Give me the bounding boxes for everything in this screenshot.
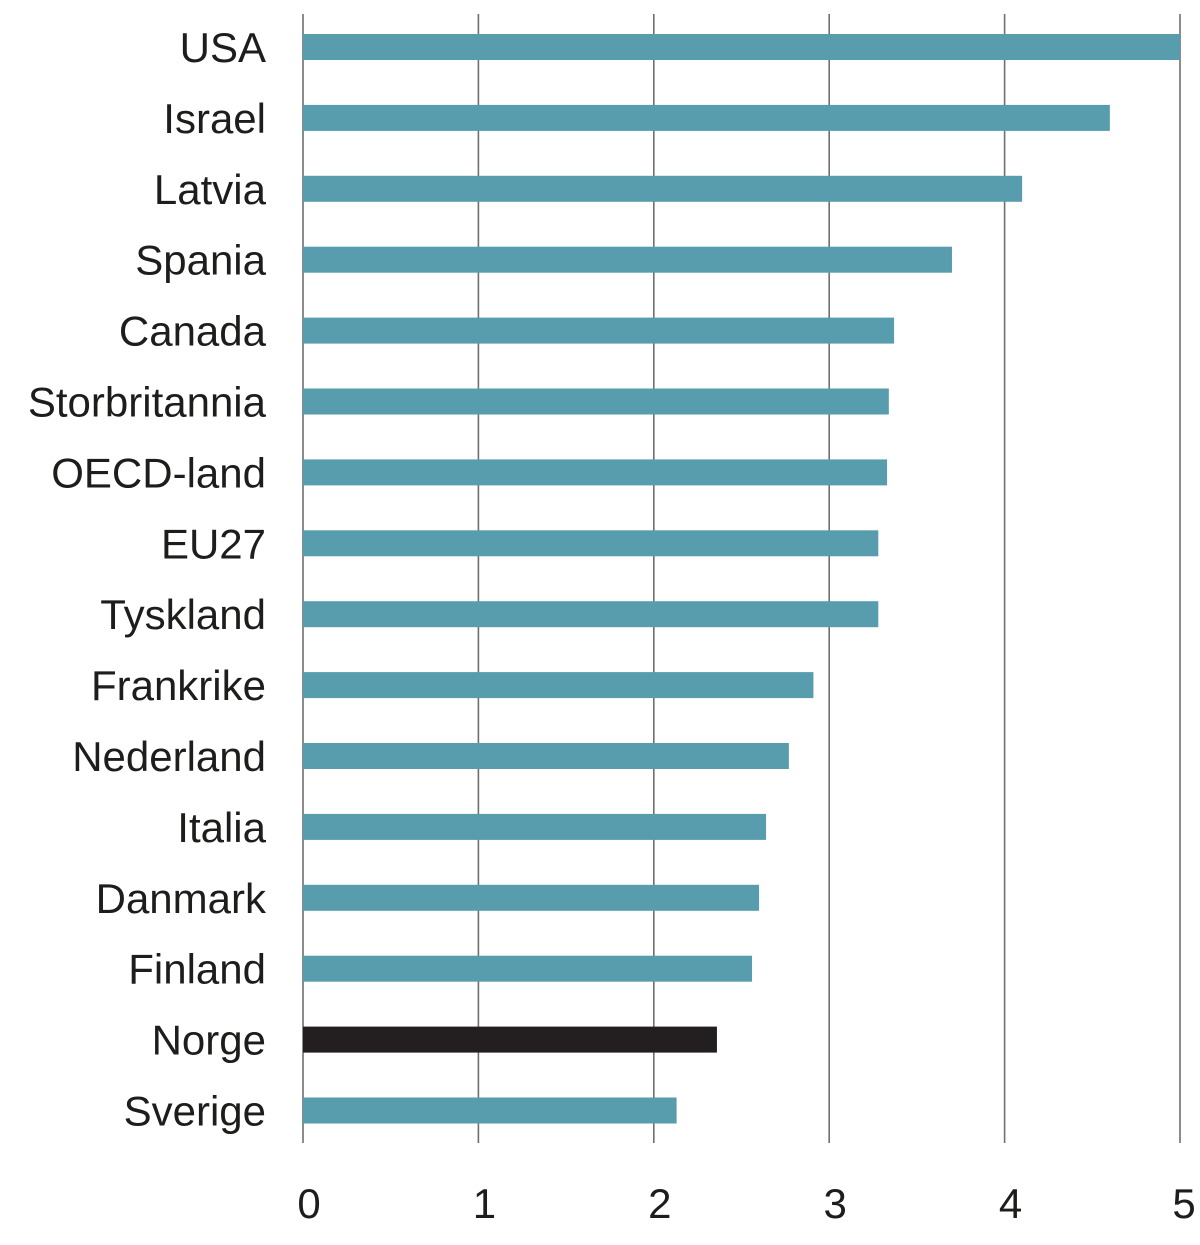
bar-usa xyxy=(303,34,1180,60)
category-label-oecd-land: OECD-land xyxy=(51,449,266,496)
x-tick-label-5: 5 xyxy=(1172,1180,1195,1227)
x-tick-label-4: 4 xyxy=(999,1180,1022,1227)
bar-canada xyxy=(303,317,895,344)
category-label-usa: USA xyxy=(180,24,266,71)
bar-spania xyxy=(303,246,952,273)
category-label-eu27: EU27 xyxy=(161,520,266,567)
bar-norge xyxy=(303,1026,717,1053)
x-tick-label-0: 0 xyxy=(297,1180,320,1227)
category-label-frankrike: Frankrike xyxy=(91,662,266,709)
category-label-italia: Italia xyxy=(177,804,266,851)
bar-oecd-land xyxy=(303,459,888,486)
x-tick-label-1: 1 xyxy=(473,1180,496,1227)
bar-nederland xyxy=(303,743,789,769)
category-label-sverige: Sverige xyxy=(124,1088,266,1135)
x-tick-label-2: 2 xyxy=(648,1180,671,1227)
category-label-israel: Israel xyxy=(163,95,266,142)
x-tick-label-3: 3 xyxy=(824,1180,847,1227)
category-label-finland: Finland xyxy=(128,946,266,993)
category-label-danmark: Danmark xyxy=(96,875,267,922)
bar-storbritannia xyxy=(303,388,889,415)
bar-eu27 xyxy=(303,530,879,557)
bar-italia xyxy=(303,813,767,840)
bar-sverige xyxy=(303,1097,677,1124)
category-label-latvia: Latvia xyxy=(154,166,267,213)
bar-finland xyxy=(303,955,753,982)
bar-frankrike xyxy=(303,672,814,699)
x-tick-labels: 0 1 2 3 4 5 xyxy=(297,1180,1195,1227)
bar-israel xyxy=(303,104,1110,131)
bar-tyskland xyxy=(303,601,879,628)
bars xyxy=(303,34,1180,1124)
bar-danmark xyxy=(303,884,760,911)
category-labels: USA Israel Latvia Spania Canada Storbritannia… xyxy=(28,24,267,1135)
category-label-spania: Spania xyxy=(135,237,266,284)
category-label-canada: Canada xyxy=(119,308,267,355)
category-label-tyskland: Tyskland xyxy=(100,591,266,638)
category-label-storbritannia: Storbritannia xyxy=(28,379,267,426)
bar-latvia xyxy=(303,175,1023,202)
grid-lines xyxy=(302,14,1181,1143)
category-label-nederland: Nederland xyxy=(72,733,266,780)
category-label-norge: Norge xyxy=(152,1017,266,1064)
